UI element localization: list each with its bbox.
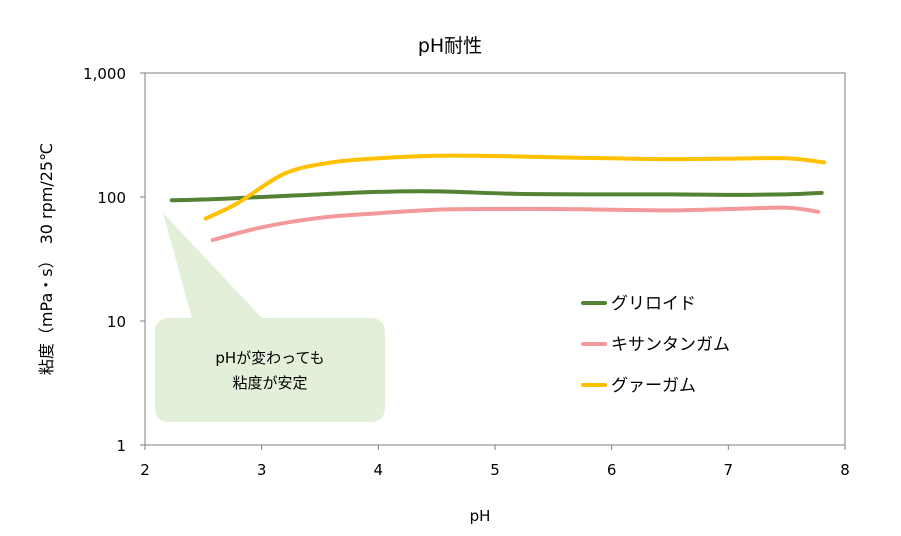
series-line-2: [210, 205, 821, 242]
legend-label-1: グリロイド: [611, 294, 696, 314]
y-tick-label: 10: [107, 313, 126, 331]
x-tick-label: 8: [840, 461, 850, 479]
y-tick-label: 1: [116, 437, 126, 455]
x-tick-label: 4: [374, 461, 384, 479]
callout-bubble: [155, 213, 385, 422]
callout-layer: pHが変わっても 粘度が安定: [155, 213, 385, 422]
x-axis-ticks: 2 3 4 5 6 7 8: [140, 445, 850, 479]
x-tick-label: 5: [490, 461, 500, 479]
chart-title: pH耐性: [418, 35, 482, 57]
y-axis-label: 粘度（mPa・s） 30 rpm/25℃: [37, 143, 56, 375]
y-axis-ticks: 1 10 100 1,000: [83, 65, 145, 455]
y-tick-label: 1,000: [83, 65, 126, 83]
callout-text-line-2: 粘度が安定: [232, 374, 307, 392]
x-tick-label: 6: [607, 461, 617, 479]
legend-label-3: グァーガム: [611, 376, 696, 396]
x-tick-label: 3: [257, 461, 267, 479]
x-tick-label: 7: [724, 461, 734, 479]
series-line-1: [169, 189, 824, 203]
callout-text-line-1: pHが変わっても: [215, 349, 324, 367]
x-tick-label: 2: [140, 461, 150, 479]
y-tick-label: 100: [97, 189, 126, 207]
legend-label-2: キサンタンガム: [611, 335, 730, 355]
series-layer: [169, 153, 826, 242]
series-line-3: [203, 153, 826, 221]
x-axis-label: pH: [470, 507, 491, 525]
